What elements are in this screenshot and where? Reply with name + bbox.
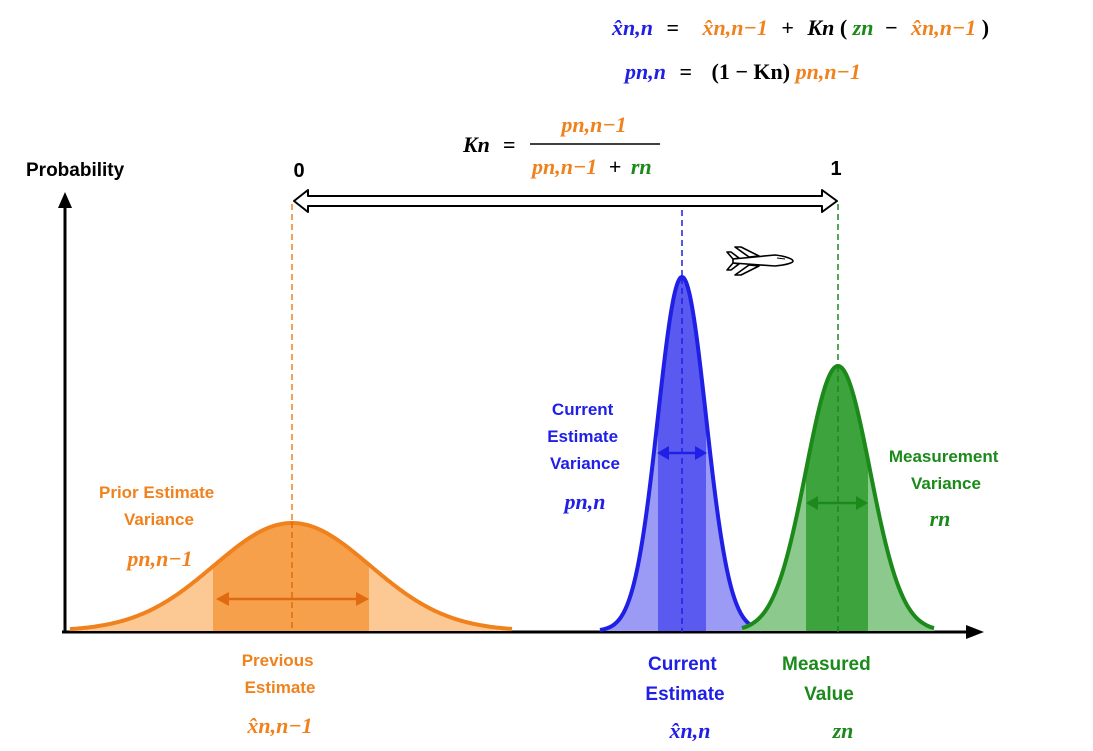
- prior-one-sigma-band: [213, 523, 369, 631]
- prior-variance-arrow: [216, 592, 369, 606]
- measurement-variance-arrow: [806, 496, 868, 510]
- state-update-equation: x̂n,n = x̂n,n−1 + Kn ( zn − x̂n,n−1 ): [611, 15, 989, 40]
- one-minus-gain: (1 − Kn): [712, 59, 791, 84]
- close-paren: ): [982, 15, 989, 40]
- svg-text:pn,n = (1 − Kn): pn,n = (1 − Kn) pn,n−1: [623, 59, 861, 84]
- measured-value-symbol: zn: [832, 718, 854, 743]
- svg-text:x̂n,n = x̂n,n−1: x̂n,n = x̂n,n−1 + Kn ( zn − x̂n,n−1 ): [611, 15, 989, 40]
- gain-lhs: Kn: [462, 132, 490, 157]
- prior-variance-symbol: pn,n−1: [794, 59, 861, 84]
- current-curve: [599, 274, 763, 632]
- gain-scale-end-label: 1: [830, 158, 841, 180]
- updated-variance-symbol: pn,n: [623, 59, 666, 84]
- gain-denominator-prior: pn,n−1: [530, 154, 597, 179]
- equals-sign-2: =: [679, 59, 692, 84]
- minus-sign: −: [885, 15, 898, 40]
- gain-numerator: pn,n−1: [559, 112, 626, 137]
- prior-estimate-symbol: x̂n,n−1: [702, 15, 768, 40]
- gain-denominator-plus: +: [609, 154, 622, 179]
- measured-value-title: Measured Value: [782, 654, 876, 705]
- airplane-icon: [726, 246, 794, 276]
- svg-text:pn,n−1 + rn: pn,n−1 + rn: [530, 154, 652, 179]
- gain-equals: =: [503, 132, 516, 157]
- current-estimate-title: Current Estimate: [645, 654, 724, 705]
- measurement-one-sigma-band: [806, 366, 868, 631]
- prior-estimate-symbol-2: x̂n,n−1: [910, 15, 976, 40]
- current-variance-symbol: pn,n: [563, 489, 606, 514]
- kalman-gain-symbol: Kn: [806, 15, 834, 40]
- kalman-gain-equation: Kn = pn,n−1 pn,n−1 + rn: [462, 112, 660, 179]
- open-paren: (: [840, 15, 847, 40]
- prior-variance-title: Prior Estimate Variance: [99, 483, 219, 529]
- gain-scale-start-label: 0: [293, 160, 304, 182]
- equals-sign: =: [666, 15, 679, 40]
- plus-sign: +: [781, 15, 794, 40]
- measurement-variance-symbol: rn: [930, 506, 951, 531]
- current-variance-arrow: [657, 446, 707, 460]
- covariance-update-equation: pn,n = (1 − Kn) pn,n−1: [623, 59, 861, 84]
- y-axis-arrowhead: [58, 192, 72, 208]
- updated-estimate-symbol: x̂n,n: [611, 15, 653, 40]
- current-variance-title: Current Estimate Variance: [547, 400, 623, 473]
- measurement-variance-title: Measurement Variance: [889, 447, 1003, 493]
- previous-estimate-symbol: x̂n,n−1: [246, 713, 312, 738]
- gain-scale-arrow: [293, 189, 838, 213]
- prior-curve: [69, 521, 513, 632]
- gain-denominator-measurement: rn: [631, 154, 652, 179]
- prior-variance-symbol: pn,n−1: [125, 546, 192, 571]
- y-axis-label: Probability: [26, 160, 125, 181]
- prior-distribution: [69, 521, 513, 632]
- current-estimate-symbol: x̂n,n: [669, 718, 711, 743]
- measurement-symbol: zn: [852, 15, 874, 40]
- previous-estimate-title: Previous Estimate: [242, 651, 319, 697]
- x-axis-arrowhead: [966, 625, 984, 639]
